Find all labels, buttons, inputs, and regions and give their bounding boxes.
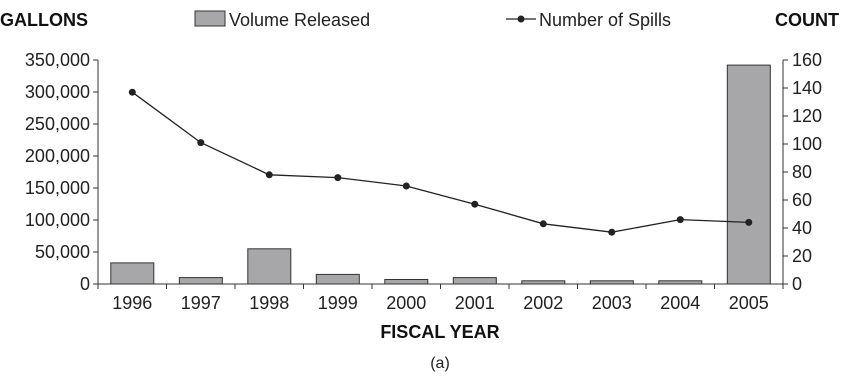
left-tick-label: 0 (80, 274, 90, 294)
x-tick-label-2000: 2000 (386, 293, 426, 313)
right-tick-label: 160 (792, 50, 822, 70)
left-tick-label: 50,000 (35, 242, 90, 262)
bar-1999 (315, 273, 360, 285)
left-tick-labels: 0 50,000 100,000 150,000 200,000 250,000 300,0… (25, 50, 90, 294)
x-tick-label-1996: 1996 (112, 293, 152, 313)
bars-group (110, 64, 771, 285)
legend-bar-swatch (194, 10, 226, 27)
legend-label-number-of-spills: Number of Spills (539, 10, 671, 30)
right-tick-label: 40 (792, 218, 812, 238)
line-series-group (128, 88, 753, 236)
left-axis-title: GALLONS (0, 10, 88, 30)
x-tick-label-2005: 2005 (729, 293, 769, 313)
left-tick-label: 100,000 (25, 210, 90, 230)
line-number-of-spills (131, 91, 749, 233)
right-tick-label: 60 (792, 190, 812, 210)
point-2002 (539, 220, 547, 228)
point-1997 (197, 139, 205, 147)
x-tick-label-1998: 1998 (249, 293, 289, 313)
left-tick-label: 200,000 (25, 146, 90, 166)
point-2001 (471, 200, 479, 208)
right-tick-label: 140 (792, 78, 822, 98)
point-2000 (402, 182, 410, 190)
bar-2000 (384, 279, 429, 285)
x-tick-labels: 1996 1997 1998 1999 2000 2001 2002 2003 2004 2005 (112, 293, 769, 313)
right-tick-label: 20 (792, 246, 812, 266)
bar-2005 (726, 64, 771, 285)
x-axis-title: FISCAL YEAR (380, 322, 499, 342)
axes-group (93, 59, 788, 289)
point-2004 (676, 216, 684, 224)
point-2005 (745, 218, 753, 226)
right-tick-label: 100 (792, 134, 822, 154)
right-tick-label: 80 (792, 162, 812, 182)
right-tick-label: 120 (792, 106, 822, 126)
point-2003 (608, 228, 616, 236)
x-tick-label-1999: 1999 (318, 293, 358, 313)
bar-1996 (110, 262, 155, 285)
legend-label-volume-released: Volume Released (229, 10, 370, 30)
x-tick-label-2003: 2003 (592, 293, 632, 313)
right-tick-labels: 0 20 40 60 80 100 120 140 160 (792, 50, 822, 294)
point-1999 (334, 174, 342, 182)
point-1998 (265, 171, 273, 179)
left-tick-label: 350,000 (25, 50, 90, 70)
right-axis-title: COUNT (775, 10, 839, 30)
figure-caption: (a) (430, 355, 450, 372)
right-tick-label: 0 (792, 274, 802, 294)
bar-1998 (247, 248, 292, 285)
bar-1997 (178, 277, 223, 285)
x-tick-label-1997: 1997 (181, 293, 221, 313)
left-tick-label: 250,000 (25, 114, 90, 134)
left-tick-label: 300,000 (25, 82, 90, 102)
x-tick-label-2002: 2002 (523, 293, 563, 313)
legend-line-marker (517, 15, 525, 23)
x-tick-label-2001: 2001 (455, 293, 495, 313)
x-tick-label-2004: 2004 (660, 293, 700, 313)
legend: Volume Released Number of Spills (194, 10, 671, 30)
left-tick-label: 150,000 (25, 178, 90, 198)
bar-2001 (452, 277, 497, 285)
point-1996 (128, 88, 136, 96)
